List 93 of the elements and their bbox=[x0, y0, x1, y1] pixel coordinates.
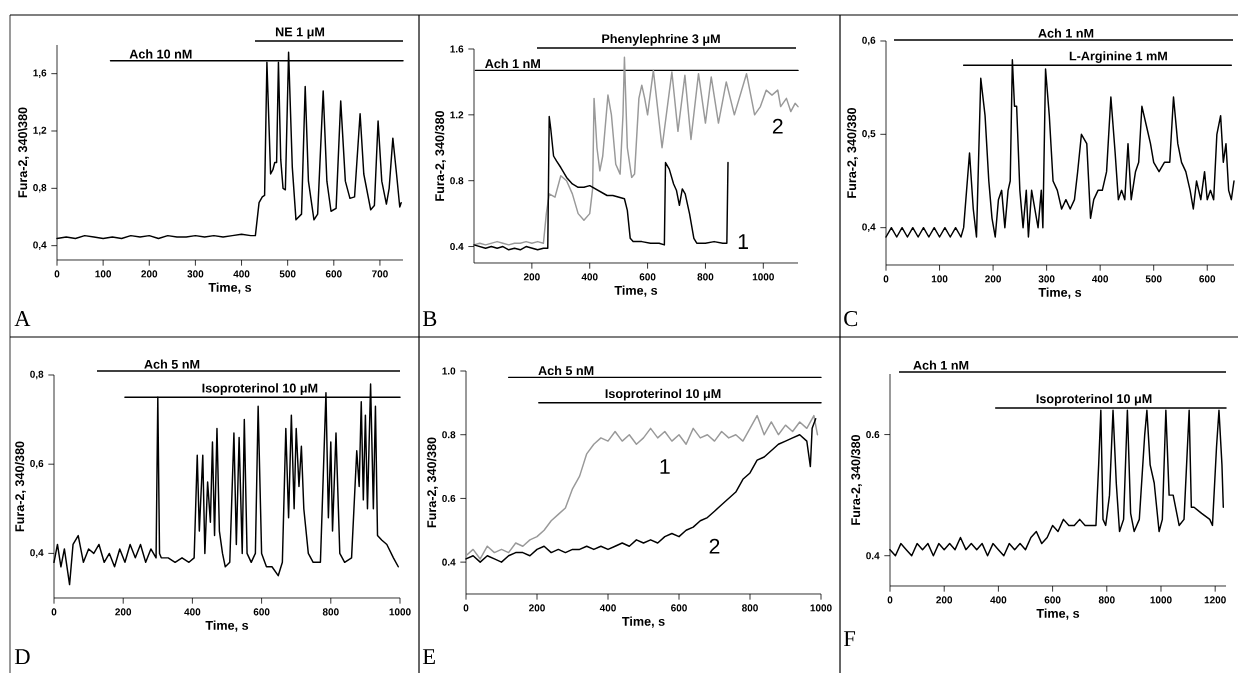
y-tick-label: 0,6 bbox=[30, 459, 44, 469]
x-axis-title: Time, s bbox=[205, 620, 249, 632]
x-tick-label: 400 bbox=[233, 270, 250, 278]
y-tick-label: 0,8 bbox=[30, 370, 44, 380]
x-tick-label: 400 bbox=[599, 604, 616, 612]
x-axis-title: Time, s bbox=[614, 285, 658, 297]
x-tick-label: 100 bbox=[931, 275, 948, 283]
annotation: Ach 5 nM bbox=[538, 365, 594, 376]
x-tick-label: 600 bbox=[1199, 275, 1216, 283]
annotation: Isoproterinol 10 μM bbox=[202, 383, 318, 396]
series-label: 2 bbox=[772, 118, 783, 134]
x-tick-label: 800 bbox=[322, 608, 339, 616]
x-tick-label: 600 bbox=[671, 604, 687, 612]
text: B bbox=[422, 311, 437, 327]
x-axis-title: Time, s bbox=[1036, 608, 1080, 620]
x-tick-label: 0 bbox=[463, 604, 469, 612]
x-tick-label: 300 bbox=[1038, 275, 1055, 283]
x-axis-title: Time, s bbox=[208, 282, 252, 294]
text: E bbox=[422, 649, 435, 664]
annotation: Isoproterinol 10 μM bbox=[1036, 393, 1152, 406]
y-tick-label: 0.4 bbox=[450, 243, 464, 251]
x-tick-label: 600 bbox=[253, 608, 270, 616]
y-tick-label: 0.4 bbox=[442, 558, 456, 566]
x-axis-title: Time, s bbox=[622, 616, 665, 628]
x-tick-label: 600 bbox=[1044, 596, 1061, 604]
text: Ach 5 nM bbox=[144, 359, 200, 369]
series-label: 1 bbox=[660, 459, 670, 474]
text: Phenylephrine 3 μM bbox=[602, 33, 720, 46]
x-tick-label: 200 bbox=[529, 604, 545, 612]
x-tick-label: 1000 bbox=[389, 608, 411, 616]
x-tick-label: 400 bbox=[184, 608, 201, 616]
text: F bbox=[843, 631, 856, 646]
y-axis-title: Fura-2, 340/380 bbox=[434, 110, 446, 201]
y-tick-label: 0.6 bbox=[442, 494, 456, 502]
y-axis-title: Fura-2, 340/380 bbox=[14, 441, 26, 532]
y-tick-label: 0.8 bbox=[450, 177, 464, 185]
y-axis-title: Fura-2, 340/380 bbox=[846, 107, 858, 198]
y-tick-label: 0.6 bbox=[866, 431, 880, 439]
x-tick-label: 800 bbox=[742, 604, 758, 612]
x-tick-label: 400 bbox=[990, 596, 1007, 604]
x-tick-label: 1000 bbox=[1150, 596, 1172, 604]
x-tick-label: 1200 bbox=[1204, 596, 1226, 604]
x-axis-title: Time, s bbox=[1038, 287, 1082, 299]
x-tick-label: 200 bbox=[141, 270, 158, 278]
y-tick-label: 1.0 bbox=[442, 367, 456, 375]
annotation: L-Arginine 1 mM bbox=[1069, 51, 1167, 63]
y-tick-label: 1,6 bbox=[33, 69, 47, 78]
x-tick-label: 200 bbox=[985, 275, 1001, 283]
x-tick-label: 400 bbox=[581, 273, 598, 281]
y-tick-label: 1.6 bbox=[450, 45, 464, 53]
y-axis-title: Fura-2, 340/380 bbox=[850, 434, 862, 525]
y-tick-label: 0,8 bbox=[33, 184, 47, 193]
x-tick-label: 200 bbox=[936, 596, 953, 604]
x-tick-label: 0 bbox=[883, 275, 889, 283]
y-tick-label: 1.2 bbox=[450, 111, 464, 119]
x-tick-label: 500 bbox=[1145, 275, 1162, 283]
y-tick-label: 0.8 bbox=[442, 431, 456, 439]
text: NE 1 μM bbox=[275, 27, 325, 39]
x-tick-label: 1000 bbox=[752, 273, 774, 281]
x-tick-label: 0 bbox=[54, 270, 60, 278]
text: C bbox=[844, 311, 858, 327]
x-tick-label: 700 bbox=[372, 270, 388, 278]
x-tick-label: 0 bbox=[887, 596, 893, 604]
y-tick-label: 0,4 bbox=[862, 223, 876, 232]
text: Ach 1 nM bbox=[913, 360, 969, 370]
annotation: Ach 10 nM bbox=[129, 49, 192, 59]
y-axis-title: Fura-2, 340\380 bbox=[17, 107, 29, 198]
y-tick-label: 0,5 bbox=[862, 130, 876, 139]
y-tick-label: 0.4 bbox=[866, 552, 880, 560]
y-tick-label: 1,2 bbox=[33, 126, 47, 136]
y-axis-title: Fura-2, 340/380 bbox=[426, 437, 438, 528]
series-label: 1 bbox=[738, 234, 748, 249]
y-tick-label: 0,4 bbox=[33, 241, 47, 250]
x-tick-label: 300 bbox=[187, 270, 204, 278]
x-tick-label: 200 bbox=[115, 608, 132, 616]
annotation: Ach 1 nM bbox=[485, 58, 540, 69]
x-tick-label: 1000 bbox=[810, 604, 832, 612]
x-tick-label: 100 bbox=[95, 270, 112, 278]
y-tick-label: 0,4 bbox=[30, 549, 44, 558]
series-label: 2 bbox=[709, 538, 720, 554]
annotation: Isoproterinol 10 μM bbox=[605, 388, 721, 401]
y-tick-label: 0,6 bbox=[862, 36, 876, 46]
x-tick-label: 600 bbox=[325, 270, 342, 278]
x-tick-label: 600 bbox=[639, 273, 656, 281]
x-tick-label: 400 bbox=[1092, 275, 1109, 283]
x-tick-label: 0 bbox=[51, 608, 57, 616]
x-tick-label: 800 bbox=[697, 273, 714, 281]
text: D bbox=[14, 649, 30, 665]
x-tick-label: 200 bbox=[523, 273, 540, 281]
x-tick-label: 800 bbox=[1098, 596, 1115, 604]
text: A bbox=[14, 311, 31, 326]
x-tick-label: 500 bbox=[279, 270, 296, 278]
text: Ach 1 nM bbox=[1038, 28, 1094, 38]
